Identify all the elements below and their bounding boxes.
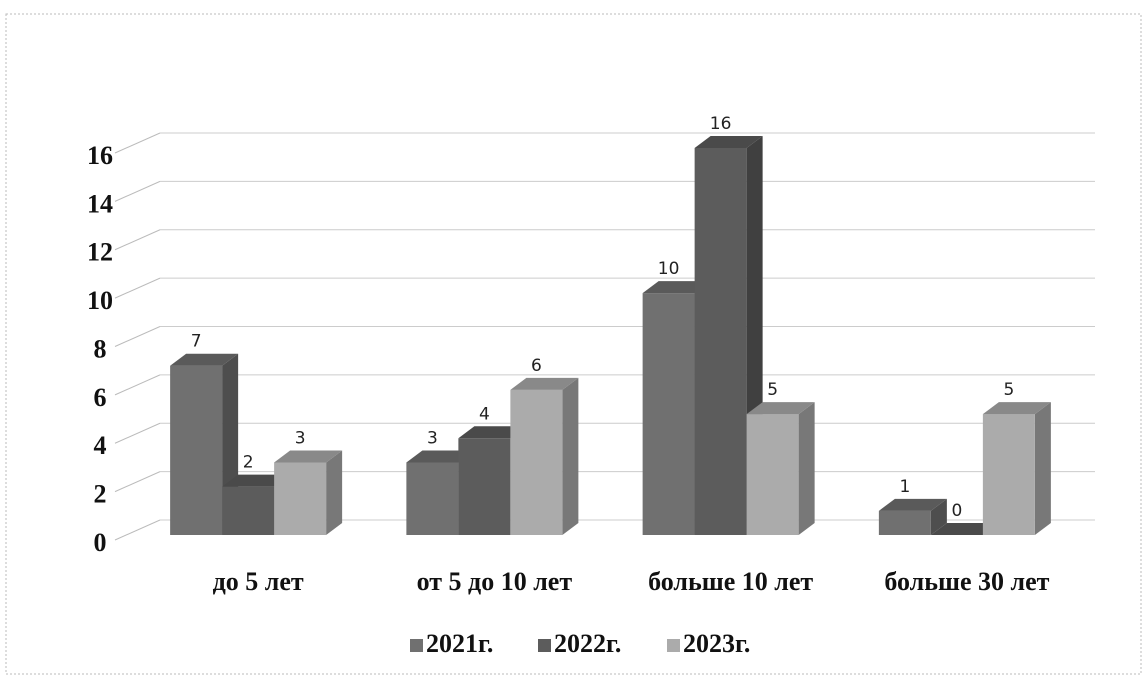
bar-top [642, 281, 711, 294]
bar [510, 389, 563, 535]
x-tick-label: больше 10 лет [648, 567, 813, 596]
bar-top [406, 450, 475, 463]
y-tick-label: 2 [94, 480, 107, 509]
bar-top [274, 450, 343, 463]
legend-swatch [667, 639, 680, 652]
y-tick-label: 0 [94, 528, 107, 557]
bar-top [222, 474, 291, 487]
bar [642, 293, 695, 535]
bar-top [746, 402, 815, 415]
legend-swatch [410, 639, 423, 652]
bar-top [694, 136, 763, 148]
bar-top [458, 426, 527, 439]
data-label: 3 [295, 428, 306, 448]
data-label: 3 [427, 428, 438, 448]
bar-side [326, 450, 343, 535]
data-label: 5 [1003, 380, 1014, 400]
bar [878, 510, 931, 535]
bar [274, 462, 327, 535]
y-tick-label: 10 [87, 286, 113, 315]
grid-line [114, 132, 161, 154]
data-label: 4 [479, 404, 490, 424]
data-label: 10 [658, 259, 680, 279]
bar-side [1034, 402, 1051, 535]
bar [694, 148, 747, 535]
data-label: 0 [951, 501, 962, 521]
bar-top [982, 402, 1051, 415]
grid-line [114, 180, 161, 202]
data-label: 2 [243, 453, 254, 473]
bar-side [798, 402, 815, 535]
frame [5, 13, 1142, 675]
data-label: 5 [767, 380, 778, 400]
y-tick-label: 14 [87, 189, 113, 218]
y-tick-label: 12 [87, 238, 113, 267]
data-label: 6 [531, 356, 542, 376]
x-tick-label: больше 30 лет [884, 567, 1049, 596]
grid-line [114, 422, 161, 444]
grid-line [114, 229, 161, 251]
bar [170, 365, 223, 535]
legend-label: 2021г. [426, 629, 493, 658]
grid-line [114, 519, 161, 541]
legend-label: 2022г. [554, 629, 621, 658]
bar [982, 414, 1035, 535]
x-tick-label: до 5 лет [213, 567, 304, 596]
data-label: 16 [710, 114, 732, 134]
y-tick-label: 4 [94, 431, 107, 460]
data-label: 7 [191, 332, 202, 352]
y-tick-label: 8 [94, 334, 107, 363]
bar-side [562, 377, 579, 535]
bar-top [510, 377, 579, 390]
grid-line [114, 326, 161, 347]
bar [458, 438, 511, 535]
y-tick-label: 16 [87, 141, 113, 170]
data-label: 1 [899, 477, 910, 497]
x-tick-label: от 5 до 10 лет [417, 567, 573, 596]
bar [222, 486, 275, 535]
grid-line [114, 374, 161, 396]
y-tick-label: 6 [94, 383, 107, 412]
legend-swatch [538, 639, 551, 652]
bar-top [878, 498, 947, 511]
bar [406, 462, 459, 535]
grid-line [114, 277, 161, 299]
bar-top [170, 353, 239, 366]
bar [746, 414, 799, 535]
bar-top [930, 523, 999, 535]
legend-label: 2023г. [683, 629, 750, 658]
bar-side [930, 498, 947, 535]
grid-line [114, 471, 161, 493]
